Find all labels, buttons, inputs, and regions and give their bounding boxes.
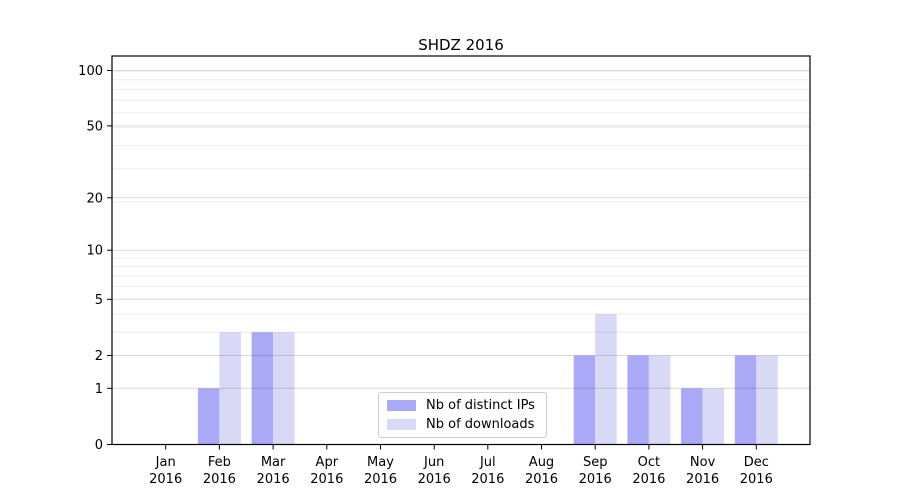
bar-sep-distinct-ips [573,355,596,445]
bar-sep-downloads [595,314,617,445]
x-tick-label: Sep 2016 [579,455,612,487]
x-tick-label: Apr 2016 [310,455,343,487]
bar-nov-downloads [702,388,725,445]
bar-nov-distinct-ips [681,388,703,445]
bar-oct-downloads [648,355,671,445]
x-tick-label: Oct 2016 [632,455,665,487]
y-tick-label: 20 [86,191,103,206]
bar-dec-downloads [756,355,778,445]
bar-dec-distinct-ips [734,355,757,445]
y-tick-label: 2 [95,349,103,364]
chart-title: SHDZ 2016 [418,36,504,54]
x-tick-label: Mar 2016 [257,455,290,487]
x-tick-label: Aug 2016 [525,455,558,487]
x-tick-label: Jan 2016 [149,455,182,487]
bar-oct-distinct-ips [627,355,649,445]
legend-label-downloads: Nb of downloads [426,417,535,432]
legend-label-distinct-ips: Nb of distinct IPs [426,398,535,413]
x-tick-label: Dec 2016 [740,455,773,487]
bar-feb-distinct-ips [197,388,220,445]
ticks-group: 0 1 2 5 10 20 50 100 Jan 2016 Feb 2016 Mar 2016 Apr 201… [78,64,773,487]
y-tick-label: 10 [86,244,103,259]
legend-item-distinct-ips: Nb of distinct IPs [387,398,535,413]
gridlines-group [112,70,810,389]
legend: Nb of distinct IPs Nb of downloads [378,392,547,438]
x-tick-label: Jun 2016 [418,455,451,487]
legend-item-downloads: Nb of downloads [387,417,535,432]
x-tick-label: May 2016 [364,455,397,487]
x-tick-label: Jul 2016 [471,455,504,487]
y-tick-label: 50 [86,119,103,134]
legend-swatch-downloads [387,419,416,430]
y-tick-label: 0 [95,438,103,453]
x-tick-label: Feb 2016 [203,455,236,487]
x-tick-label: Nov 2016 [686,455,719,487]
y-tick-label: 5 [95,293,103,308]
legend-swatch-distinct-ips [387,400,416,411]
y-tick-label: 1 [95,382,103,397]
y-tick-label: 100 [78,64,103,79]
